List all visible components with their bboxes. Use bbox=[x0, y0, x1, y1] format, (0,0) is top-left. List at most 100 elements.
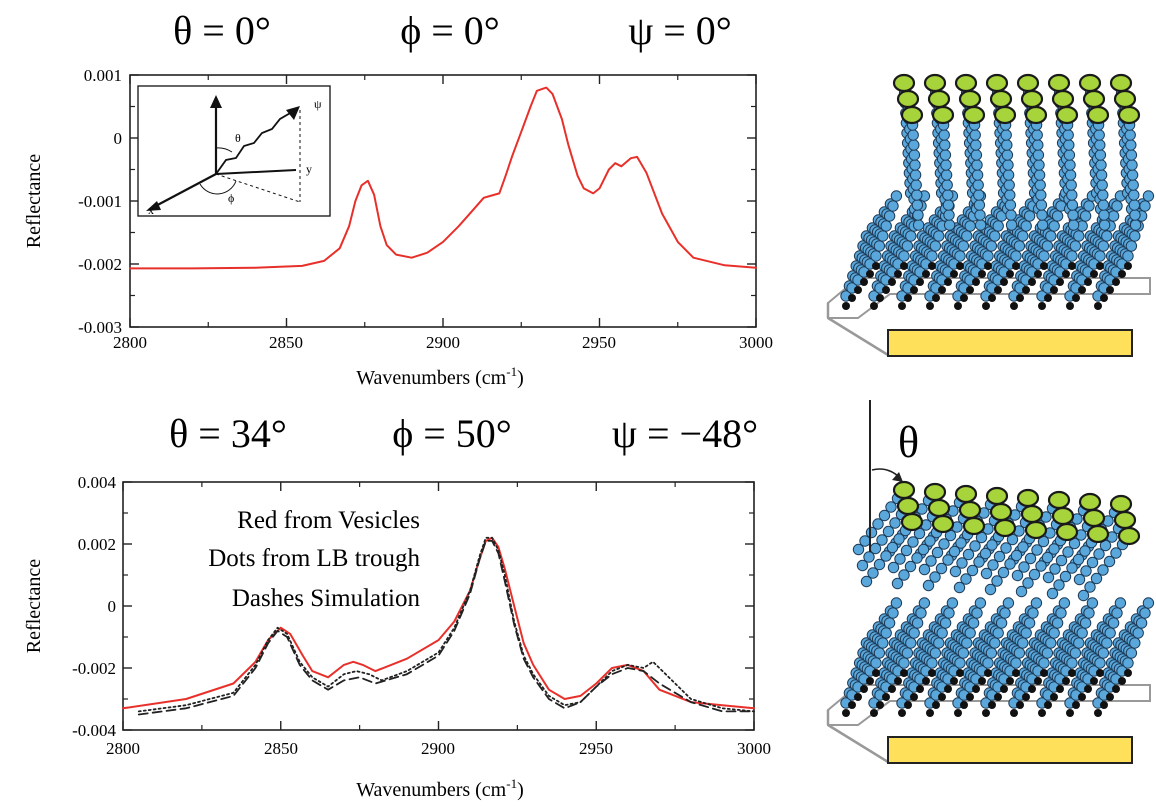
bottom-psi-label: ψ = −48° bbox=[612, 411, 758, 456]
chain-bead bbox=[1125, 647, 1138, 659]
headgroup-bead bbox=[931, 514, 955, 534]
chain-bead bbox=[943, 219, 956, 231]
headgroup-bead bbox=[993, 518, 1017, 538]
chain-bead bbox=[1096, 179, 1108, 191]
headgroup-bead bbox=[1016, 73, 1040, 93]
chain-bead bbox=[1035, 560, 1047, 572]
anchor-bead bbox=[1096, 262, 1104, 270]
chain-bead bbox=[1097, 199, 1110, 211]
anchor-bead bbox=[1106, 693, 1114, 701]
chain-bead bbox=[1073, 637, 1085, 649]
anchor-bead bbox=[1010, 709, 1018, 717]
anchor-bead bbox=[954, 302, 962, 310]
chain-bead bbox=[953, 581, 966, 594]
chain-bead bbox=[1036, 209, 1048, 221]
anchor-bead bbox=[870, 302, 878, 310]
anchor-bead bbox=[900, 262, 908, 270]
anchor-bead bbox=[984, 669, 992, 677]
chain-bead bbox=[905, 637, 917, 649]
chain-bead bbox=[942, 554, 954, 566]
anchor-bead bbox=[854, 286, 862, 294]
headgroup-bead bbox=[962, 516, 986, 536]
chain-bead bbox=[1094, 250, 1106, 262]
chain-bead bbox=[1067, 219, 1080, 231]
top-y-axis-label: Reflectance bbox=[23, 154, 45, 248]
chain-bead bbox=[1103, 555, 1116, 568]
chain-bead bbox=[1086, 597, 1099, 609]
chain-bead bbox=[1069, 647, 1082, 659]
anchor-bead bbox=[954, 709, 962, 717]
top-tick-marks bbox=[129, 74, 757, 328]
headgroup-bead bbox=[1113, 89, 1137, 109]
headgroup-bead bbox=[1055, 105, 1079, 125]
chain-bead bbox=[933, 637, 945, 649]
chain-bead bbox=[1038, 657, 1050, 669]
gold-layer bbox=[887, 736, 1133, 764]
anchor-bead bbox=[1006, 270, 1014, 278]
top-panel: θ = 0° ϕ = 0° ψ = 0° 2800 2850 2900 2950… bbox=[23, 8, 773, 389]
anchor-bead bbox=[1028, 278, 1036, 286]
anchor-bead bbox=[1066, 302, 1074, 310]
anchor-bead bbox=[1084, 278, 1092, 286]
chain-bead bbox=[957, 647, 970, 659]
chain-bead bbox=[1079, 545, 1091, 557]
chain-bead bbox=[1111, 607, 1123, 619]
bottom-ytick: -0.004 bbox=[72, 721, 116, 740]
chain-bead bbox=[865, 526, 878, 539]
chain-bead bbox=[1066, 562, 1078, 574]
anchor-bead bbox=[904, 294, 912, 302]
bottom-series-dashed-line bbox=[137, 540, 755, 716]
anchor-bead bbox=[1050, 693, 1058, 701]
headgroup-bead bbox=[1078, 73, 1102, 93]
chain-bead bbox=[939, 149, 952, 161]
substrate-edge bbox=[827, 316, 889, 357]
anchor-bead bbox=[1072, 294, 1080, 302]
chain-bead bbox=[938, 129, 950, 141]
anchor-bead bbox=[956, 669, 964, 677]
chain-bead bbox=[1110, 547, 1122, 559]
anchor-bead bbox=[988, 701, 996, 709]
anchor-bead bbox=[848, 701, 856, 709]
inset-molecule-arrowhead bbox=[286, 106, 300, 120]
anchor-bead bbox=[1000, 685, 1008, 693]
chain-bead bbox=[1055, 607, 1067, 619]
chain-bead bbox=[877, 637, 889, 649]
chain-bead bbox=[1032, 149, 1045, 161]
chain-bead bbox=[911, 199, 924, 211]
chain-bead bbox=[1142, 597, 1155, 609]
inset-y-axis bbox=[215, 169, 297, 175]
top-xtick: 2850 bbox=[269, 333, 303, 352]
substrate-edge bbox=[827, 723, 889, 764]
chain-bead bbox=[1066, 657, 1078, 669]
monolayer-schematic-upright bbox=[826, 73, 1155, 357]
anchor-bead bbox=[960, 294, 968, 302]
chain-bead bbox=[1017, 230, 1029, 242]
chain-bead bbox=[1030, 597, 1043, 609]
chain-bead bbox=[1048, 220, 1060, 232]
chain-bead bbox=[926, 657, 938, 669]
chain-bead bbox=[880, 550, 892, 562]
anchor-bead bbox=[1094, 709, 1102, 717]
top-phi-label: ϕ = 0° bbox=[400, 8, 500, 53]
headgroup-bead bbox=[1047, 490, 1071, 510]
chain-bead bbox=[1129, 219, 1142, 231]
headgroup-bead bbox=[985, 486, 1009, 506]
anchor-bead bbox=[1066, 709, 1074, 717]
chain-bead bbox=[870, 250, 882, 262]
anchor-bead bbox=[1118, 270, 1126, 278]
inset-x-arrowhead bbox=[146, 201, 161, 211]
chain-bead bbox=[980, 567, 993, 580]
headgroup-bead bbox=[1086, 524, 1110, 544]
headgroup-bead bbox=[985, 73, 1009, 93]
chain-bead bbox=[954, 250, 966, 262]
chain-bead bbox=[1041, 647, 1054, 659]
chain-bead bbox=[1064, 159, 1076, 171]
chain-bead bbox=[961, 637, 973, 649]
gold-layer bbox=[887, 329, 1133, 357]
chain-bead bbox=[940, 159, 952, 171]
anchor-bead bbox=[928, 669, 936, 677]
chain-bead bbox=[1097, 647, 1110, 659]
chain-bead bbox=[1036, 219, 1049, 231]
chain-bead bbox=[901, 647, 914, 659]
chain-bead bbox=[1063, 149, 1076, 161]
